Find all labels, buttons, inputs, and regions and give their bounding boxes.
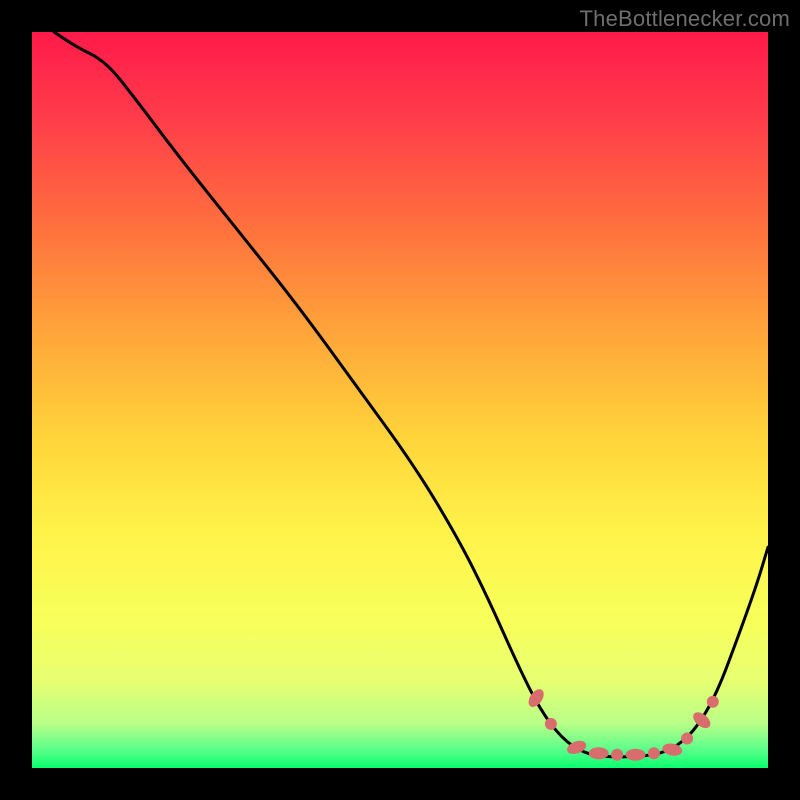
watermark-text: TheBottlenecker.com (580, 6, 790, 32)
curve-marker (626, 749, 646, 761)
bottleneck-chart (0, 0, 800, 800)
curve-marker (681, 733, 693, 745)
curve-marker (648, 747, 660, 759)
curve-marker (611, 749, 623, 761)
curve-marker (545, 718, 557, 730)
curve-marker (707, 696, 719, 708)
curve-marker (589, 747, 609, 759)
plot-background (32, 32, 768, 768)
chart-container: TheBottlenecker.com (0, 0, 800, 800)
